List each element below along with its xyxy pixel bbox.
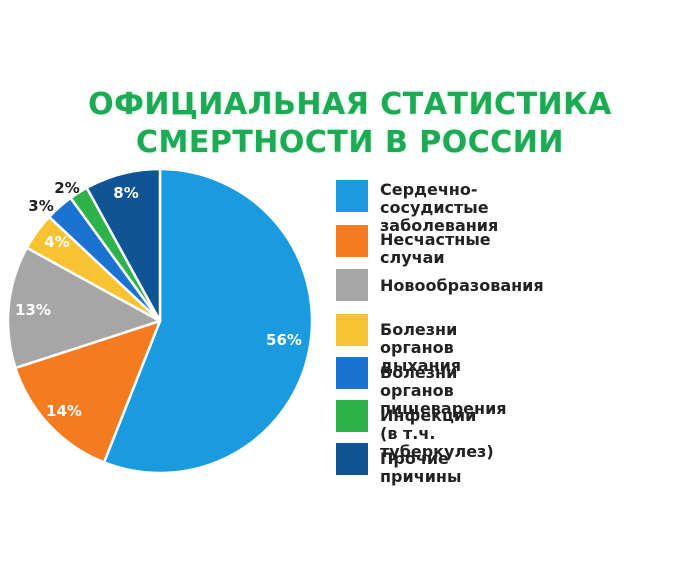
legend-label: Сердечно-сосудистые заболевания xyxy=(380,180,499,235)
legend-swatch xyxy=(336,269,368,301)
legend-label: Несчастные случаи xyxy=(380,230,491,267)
legend-label: Прочие причины xyxy=(380,449,462,486)
pie-slice-neoplasms xyxy=(6,246,162,370)
legend-label: Инфекции (в т.ч. туберкулез) xyxy=(380,406,494,461)
legend-swatch xyxy=(336,400,368,432)
title-line-2: СМЕРТНОСТИ В РОССИИ xyxy=(135,125,564,160)
pie-label-digestive: 3% xyxy=(28,197,53,215)
legend-swatch xyxy=(336,314,368,346)
legend-item-accidents: Несчастные случаи xyxy=(336,225,491,267)
pie-slice-cardiovascular xyxy=(102,167,314,475)
legend-label: Новообразования xyxy=(380,276,544,295)
legend-swatch xyxy=(336,180,368,212)
title-line-1: ОФИЦИАЛЬНАЯ СТАТИСТИКА xyxy=(88,87,612,122)
legend-item-infections: Инфекции (в т.ч. туберкулез) xyxy=(336,400,494,461)
legend-label: Болезни органов пищеварения xyxy=(380,363,507,418)
pie-chart: 56% 14% 13% 4% 3%2% 8% xyxy=(6,167,314,475)
pie-label-infections: 2% xyxy=(54,179,79,197)
pie-slice-other xyxy=(85,167,162,323)
pie-label-cardiovascular: 56% xyxy=(266,331,302,349)
legend-swatch xyxy=(336,443,368,475)
legend-item-cardiovascular: Сердечно-сосудистые заболевания xyxy=(336,180,498,235)
pie-label-respiratory: 4% xyxy=(44,233,69,251)
pie-label-neoplasms: 13% xyxy=(15,301,51,319)
legend-item-digestive: Болезни органов пищеварения xyxy=(336,357,507,418)
pie-label-accidents: 14% xyxy=(46,402,82,420)
chart-title: ОФИЦИАЛЬНАЯ СТАТИСТИКА СМЕРТНОСТИ В РОСС… xyxy=(0,86,700,162)
legend-item-respiratory: Болезни органов дыхания xyxy=(336,314,461,375)
legend-swatch xyxy=(336,357,368,389)
legend-swatch xyxy=(336,225,368,257)
pie-label-other: 8% xyxy=(113,184,138,202)
legend-label: Болезни органов дыхания xyxy=(380,320,462,375)
legend-item-neoplasms: Новообразования xyxy=(336,269,544,301)
legend-item-other: Прочие причины xyxy=(336,443,461,486)
